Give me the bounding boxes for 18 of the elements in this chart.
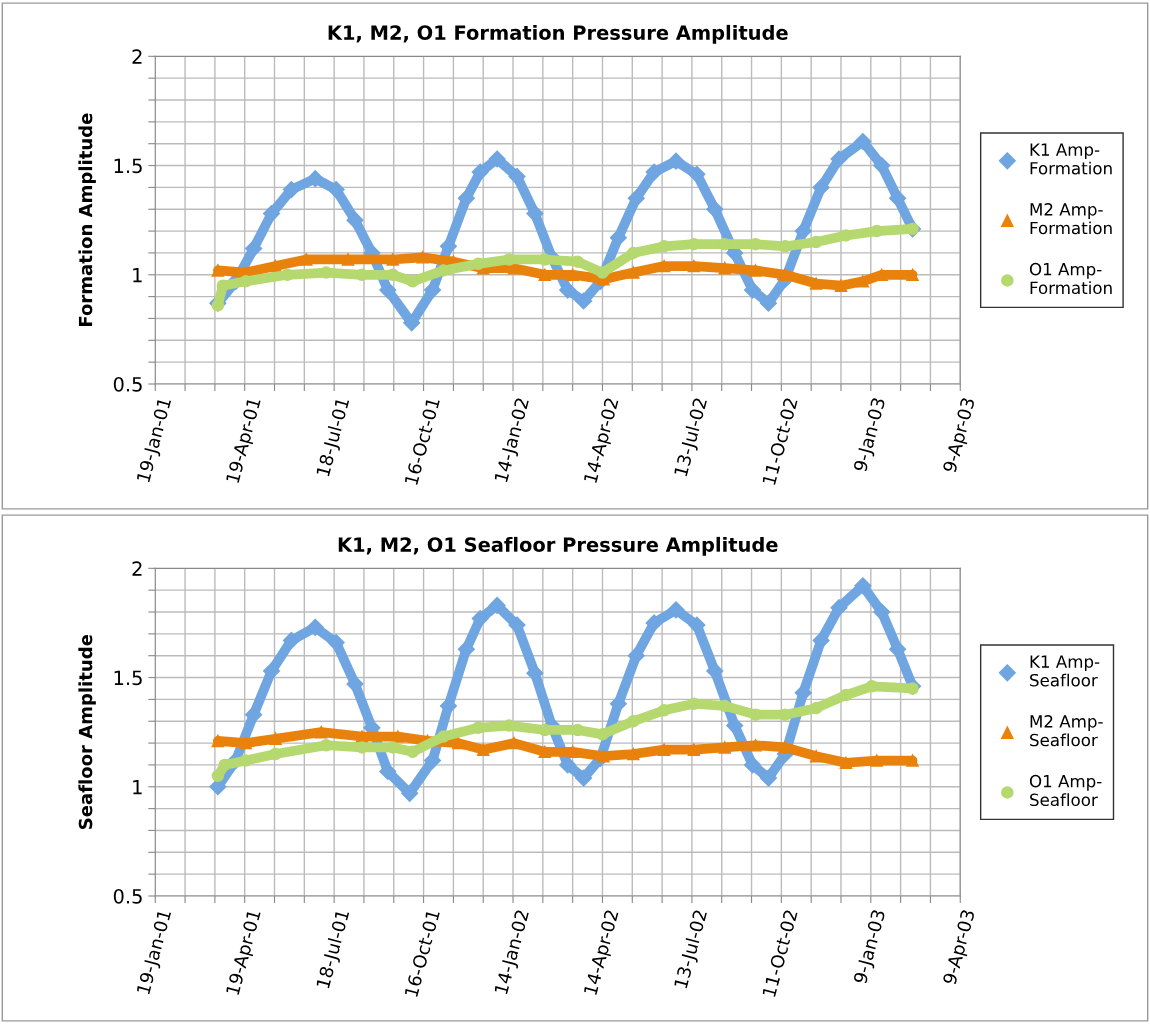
y-tick-label: 0.5 (113, 888, 142, 904)
legend-label: K1 Amp-Seafloor (1030, 655, 1100, 687)
y-tick-label: 1 (133, 779, 142, 795)
legend-label: M2 Amp-Seafloor (1030, 715, 1103, 747)
legend-label: M2 Amp-Formation (1030, 203, 1112, 235)
legend-label: O1 Amp-Formation (1029, 262, 1112, 295)
legend-label: K1 Amp-Formation (1030, 143, 1112, 175)
y-axis-title: Seafloor Amplitude (78, 634, 96, 829)
y-tick-label: 1.5 (114, 670, 142, 686)
y-tick-label: 0.5 (113, 376, 142, 392)
y-tick-label: 1.5 (114, 158, 142, 174)
y-tick-label: 1 (133, 267, 142, 283)
y-tick-label: 2 (132, 49, 142, 64)
chart-title: K1, M2, O1 Seafloor Pressure Amplitude (338, 536, 778, 556)
y-axis-title: Formation Amplitude (78, 113, 96, 327)
chart-title: K1, M2, O1 Formation Pressure Amplitude (328, 24, 788, 44)
legend-label: O1 Amp-Seafloor (1029, 774, 1102, 807)
y-tick-label: 2 (132, 561, 142, 576)
